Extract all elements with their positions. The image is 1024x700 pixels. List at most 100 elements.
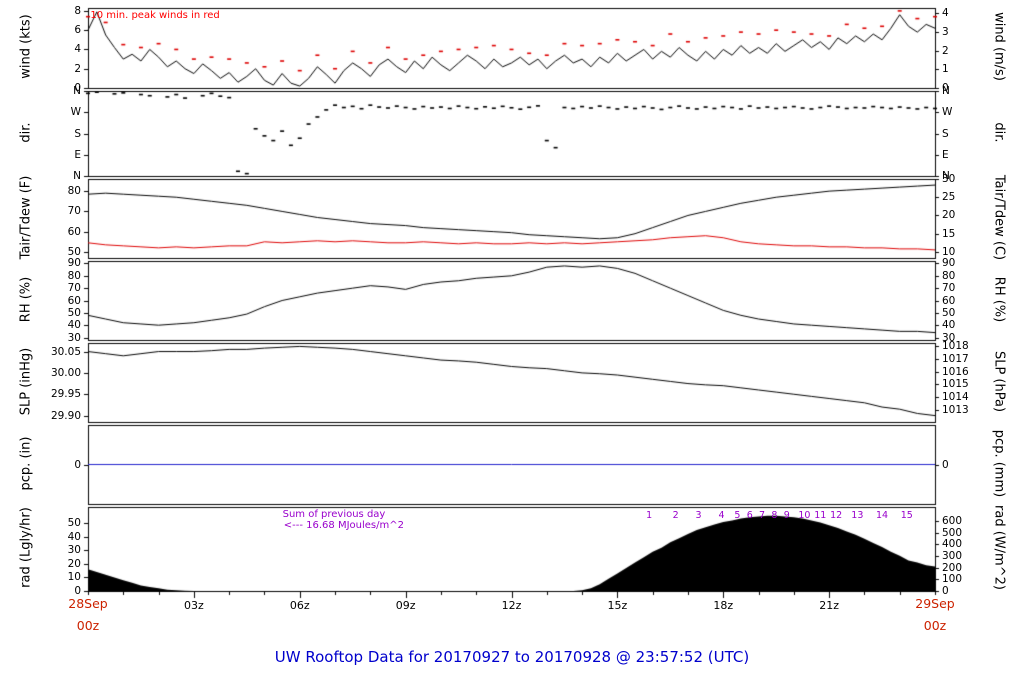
- y-tick-label-left: 40: [67, 318, 81, 331]
- y-tick-label-right: 100: [942, 572, 963, 585]
- y-tick-label-right: 3: [942, 25, 949, 38]
- hour-marker: 5: [734, 510, 741, 521]
- y-tick-label-right: 0: [942, 81, 949, 94]
- y-tick-label-right: 500: [942, 526, 963, 539]
- y-tick-label-left: 29.95: [50, 387, 81, 400]
- x-tick-label: 18z: [713, 599, 734, 612]
- y-tick-label-left: 29.90: [50, 409, 81, 422]
- y-tick-label-left: 90: [67, 256, 81, 269]
- y-tick-label-right: E: [942, 148, 949, 161]
- y-tick-label-left: 80: [67, 269, 81, 282]
- hour-marker: 8: [771, 510, 778, 521]
- y-tick-label-right: N: [942, 169, 950, 182]
- y-tick-label-right: 60: [942, 294, 956, 307]
- y-tick-label-right: 1018: [942, 339, 969, 352]
- y-tick-label-right: 0: [942, 584, 949, 597]
- y-tick-label-right: 90: [942, 256, 956, 269]
- y-tick-label-right: 25: [942, 190, 956, 203]
- hour-marker: 10: [798, 510, 811, 521]
- y-tick-label-left: 50: [67, 306, 81, 319]
- y-tick-label-right: S: [942, 127, 949, 140]
- y-tick-label-left: 60: [67, 294, 81, 307]
- hour-marker: 2: [672, 510, 679, 521]
- y-tick-label-right: 1014: [942, 390, 969, 403]
- panel-annotation: Sum of previous day: [282, 509, 386, 520]
- x-end-date: 29Sep: [915, 596, 955, 611]
- y-tick-label-right: 15: [942, 227, 956, 240]
- y-tick-label-right: 10: [942, 245, 956, 258]
- y-tick-label-right: W: [942, 105, 953, 118]
- y-tick-label-right: 400: [942, 537, 963, 550]
- y-tick-label-left: E: [74, 148, 81, 161]
- y-tick-label-left: S: [74, 127, 81, 140]
- y-tick-label-right: 200: [942, 561, 963, 574]
- y-tick-label-left: 50: [67, 245, 81, 258]
- y-tick-label-left: 4: [74, 42, 81, 55]
- y-tick-label-right: 600: [942, 514, 963, 527]
- y-tick-label-right: 30: [942, 331, 956, 344]
- hour-marker: 1: [646, 510, 653, 521]
- y-tick-label-left: 80: [67, 184, 81, 197]
- y-tick-label-left: 60: [67, 225, 81, 238]
- y-tick-label-left: 70: [67, 281, 81, 294]
- hour-marker: 13: [851, 510, 864, 521]
- y-tick-label-right: 80: [942, 269, 956, 282]
- y-tick-label-left: 30: [67, 331, 81, 344]
- x-tick-label: 03z: [183, 599, 204, 612]
- y-tick-label-right: N: [942, 84, 950, 97]
- y-tick-label-left: 20: [67, 557, 81, 570]
- hour-marker: 11: [814, 510, 827, 521]
- hour-marker: 3: [695, 510, 702, 521]
- y-tick-label-left: 50: [67, 516, 81, 529]
- x-tick-label: 09z: [395, 599, 416, 612]
- x-end-hour: 00z: [923, 618, 947, 633]
- y-axis-label-left: rad (Lgly/hr): [18, 507, 34, 588]
- hour-marker: 15: [900, 510, 913, 521]
- hour-marker: 6: [746, 510, 753, 521]
- y-tick-label-right: 1015: [942, 377, 969, 390]
- y-tick-label-right: 30: [942, 172, 956, 185]
- chart-title: UW Rooftop Data for 20170927 to 20170928…: [274, 648, 750, 666]
- y-tick-label-left: 0: [74, 584, 81, 597]
- y-tick-label-left: 30.05: [50, 345, 81, 358]
- y-tick-label-right: 1017: [942, 352, 969, 365]
- y-tick-label-right: 4: [942, 6, 949, 19]
- x-tick-label: 21z: [819, 599, 840, 612]
- x-tick-label: 12z: [501, 599, 522, 612]
- y-tick-label-left: 40: [67, 530, 81, 543]
- y-tick-label-right: 1: [942, 62, 949, 75]
- y-tick-label-left: 30: [67, 543, 81, 556]
- y-tick-label-left: W: [70, 105, 81, 118]
- y-tick-label-left: 2: [74, 62, 81, 75]
- y-tick-label-left: 6: [74, 23, 81, 36]
- y-tick-label-right: 1013: [942, 403, 969, 416]
- panel-annotation: <--- 16.68 MJoules/m^2: [283, 520, 404, 531]
- x-start-date: 28Sep: [68, 596, 108, 611]
- y-tick-label-left: 0: [74, 458, 81, 471]
- hour-marker: 9: [783, 510, 790, 521]
- y-tick-label-left: N: [73, 169, 81, 182]
- x-tick-label: 15z: [607, 599, 628, 612]
- y-tick-label-left: 8: [74, 4, 81, 17]
- hour-marker: 7: [759, 510, 766, 521]
- y-tick-label-right: 2: [942, 44, 949, 57]
- y-tick-label-right: 1016: [942, 365, 969, 378]
- y-tick-label-right: 40: [942, 318, 956, 331]
- hour-marker: 4: [718, 510, 725, 521]
- y-tick-label-left: N: [73, 84, 81, 97]
- y-tick-label-left: 10: [67, 570, 81, 583]
- y-tick-label-right: 50: [942, 306, 956, 319]
- y-tick-label-right: 20: [942, 208, 956, 221]
- x-tick-label: 06z: [289, 599, 310, 612]
- y-tick-label-right: 300: [942, 549, 963, 562]
- y-tick-label-left: 0: [74, 81, 81, 94]
- hour-marker: 14: [876, 510, 889, 521]
- y-axis-label-right: rad (W/m^2): [991, 505, 1007, 590]
- hour-marker: 12: [830, 510, 843, 521]
- y-tick-label-left: 70: [67, 204, 81, 217]
- panel-annotation: 10 min. peak winds in red: [90, 10, 220, 21]
- y-tick-label-left: 30.00: [50, 366, 81, 379]
